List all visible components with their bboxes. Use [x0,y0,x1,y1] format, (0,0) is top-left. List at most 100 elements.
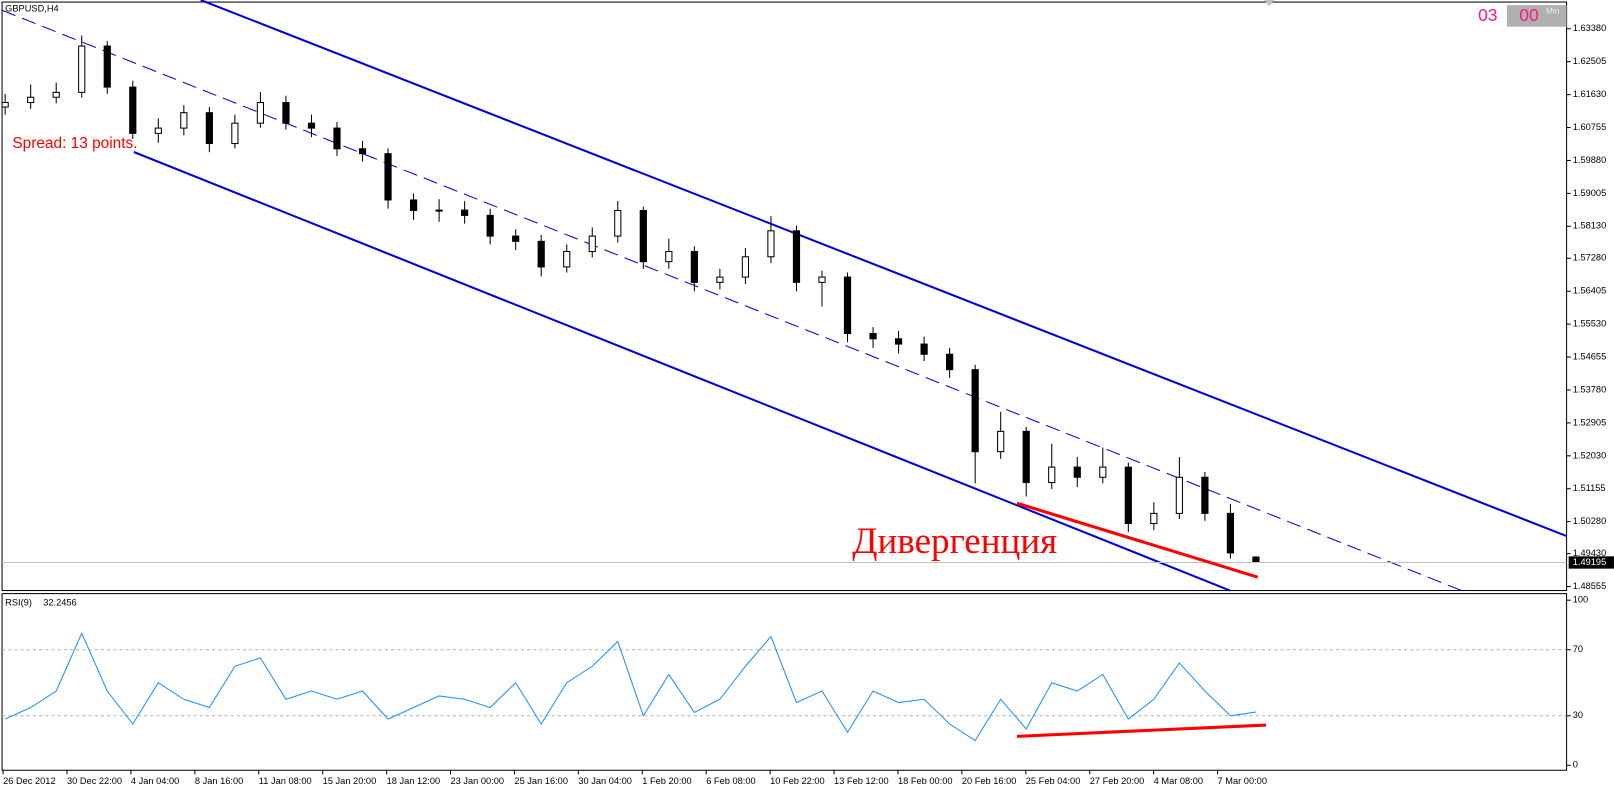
candle-body [358,148,367,155]
y-tick-label: 1.59005 [1573,188,1606,198]
y-tick-label: 1.63380 [1573,23,1606,33]
clock-box [1506,5,1567,27]
candle-body [716,276,724,283]
divergence-price [1016,501,1259,579]
x-tick-label: 30 Jan 04:00 [578,776,632,786]
candle-body [843,276,852,335]
candle-body [307,122,316,129]
x-tick-label: 25 Feb 04:00 [1026,776,1081,786]
candle-body [435,209,443,212]
candle-body [894,338,903,345]
candle-body [767,230,775,258]
candle-body [1099,466,1107,478]
candle-body [588,235,596,253]
candle-body [78,45,86,93]
y-tick-label: 1.52030 [1573,450,1606,460]
channel-middle [1,9,1462,592]
x-tick-label: 10 Feb 22:00 [770,776,825,786]
symbol-label: GBPUSD,H4 [5,4,59,14]
y-tick-label: 1.53780 [1573,384,1606,394]
candle-body [639,209,647,263]
y-tick-label: 70 [1573,644,1583,654]
y-tick-label: 30 [1573,710,1583,720]
candle-body [946,353,954,371]
candle-body [665,251,673,263]
candle-body [1048,466,1056,484]
clock-unit: Min [1546,6,1560,15]
x-tick-label: 30 Dec 22:00 [67,776,122,786]
rsi-last-value: 32.2456 [43,597,76,607]
candle-body [1150,512,1158,525]
y-tick-label: 1.49430 [1573,548,1606,558]
candle-body [741,256,750,278]
candle-body [614,209,622,237]
channel-lower [133,151,1231,592]
candle-body [384,153,392,201]
candle-body [971,369,979,453]
candle-body [1175,476,1183,514]
candle-body [333,127,341,150]
x-tick-label: 8 Jan 16:00 [195,776,243,786]
y-tick-label: 1.61630 [1573,89,1606,99]
candle-body [1073,466,1081,478]
rsi-title: RSI(9) [5,597,32,607]
candle-body [997,430,1005,453]
candle-body [1252,556,1260,564]
candle-body [461,209,469,216]
candle-body [409,199,418,212]
candle-body [1022,430,1030,484]
candle-body [52,91,60,98]
x-tick-label: 27 Feb 20:00 [1090,776,1145,786]
current-price-box [1568,556,1614,569]
annotations: Spread: 13 points. Дивергенция GBPUSD,H4… [5,0,1567,738]
y-tick-label: 1.52905 [1573,417,1606,427]
y-tick-label: 1.48555 [1573,581,1606,591]
x-tick-label: 1 Feb 20:00 [642,776,691,786]
y-tick-label: 1.58130 [1573,221,1606,231]
y-tick-label: 1.54655 [1573,351,1606,361]
candle-body [563,251,571,268]
x-tick-label: 15 Jan 20:00 [323,776,377,786]
x-tick-label: 11 Jan 08:00 [259,776,312,786]
marks: 1.63380 1.62505 1.61630 1.60755 1.59880 1.590… [1,23,1614,786]
candle-body [1226,512,1235,554]
candle-body [231,122,239,145]
y-tick-label: 1.62505 [1573,56,1606,66]
candle-body [129,86,137,134]
price-panel [1,1,1568,592]
candle-body [512,235,520,242]
divergence-rsi [1016,723,1267,738]
x-tick-label: 18 Jan 12:00 [387,776,441,786]
candle-body [154,127,162,134]
candle-body [537,240,545,268]
candle-body [486,214,494,237]
x-tick-label: 23 Jan 00:00 [451,776,505,786]
x-tick-label: 13 Feb 12:00 [834,776,889,786]
y-tick-label: 1.51155 [1573,483,1606,493]
y-tick-label: 1.50280 [1573,516,1606,526]
rsi-panel [1,593,1568,771]
x-tick-label: 4 Mar 08:00 [1154,776,1203,786]
y-tick-label: 0 [1573,760,1578,770]
x-tick-label: 25 Jan 16:00 [514,776,568,786]
spread-label: Spread: 13 points. [12,135,137,152]
x-tick-label: 7 Mar 00:00 [1218,776,1267,786]
candle-body [256,102,265,124]
candle-body [920,343,928,355]
candle-body [1,102,9,108]
candle-body [792,230,801,283]
candle-body [205,112,213,145]
current-price-label: 1.49195 [1573,557,1606,567]
x-tick-label: 20 Feb 16:00 [962,776,1017,786]
candle-body [180,112,188,129]
candle-body [103,45,111,88]
candle-body [818,276,826,283]
candle-body [1201,476,1209,514]
x-tick-label: 6 Feb 08:00 [706,776,755,786]
y-tick-label: 1.56405 [1573,286,1606,296]
y-tick-label: 1.55530 [1573,319,1606,329]
candle-body [1124,466,1132,525]
y-tick-label: 1.57280 [1573,253,1606,263]
